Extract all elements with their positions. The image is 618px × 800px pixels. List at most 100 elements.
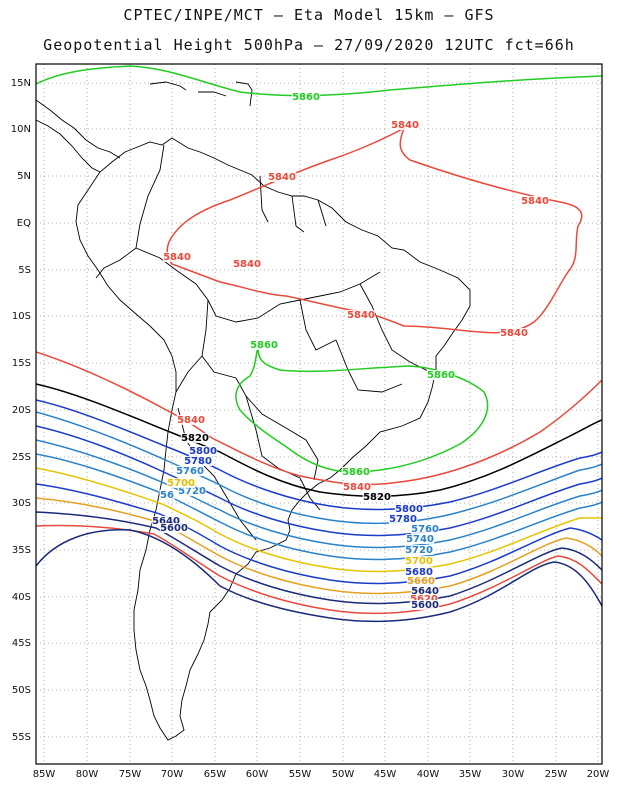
lon-label: 55W: [289, 769, 312, 780]
lon-label: 50W: [332, 769, 355, 780]
contour-5860-center: [235, 345, 489, 473]
contour-label-bg: [180, 433, 210, 443]
contour-label-bg: [151, 516, 181, 526]
contour-labels: 5860 5840 5840 5840 5840 5840 5840 5840 5860 5860…: [151, 92, 550, 611]
contour-label: 5840: [163, 252, 191, 263]
lat-label: 25S: [12, 452, 31, 463]
south-america-coastline: [75, 137, 471, 741]
lat-label: 50S: [12, 685, 31, 696]
contour-label-bg: [404, 567, 434, 577]
lon-label: 80W: [76, 769, 99, 780]
lat-label: EQ: [17, 218, 31, 229]
contour-label-bg: [159, 523, 189, 533]
contour-label-bg: [291, 92, 321, 102]
lon-label: 65W: [204, 769, 227, 780]
contour-label: 5840: [391, 120, 419, 131]
contour-label-bg: [177, 486, 207, 496]
contour-label: 5800: [395, 504, 423, 515]
contour-label: 5720: [178, 486, 206, 497]
lat-label: 5N: [17, 171, 31, 182]
lon-label: 35W: [459, 769, 482, 780]
lon-label: 30W: [502, 769, 525, 780]
contour-label-bg: [183, 456, 213, 466]
contour-label-bg: [426, 370, 456, 380]
contour-label: 5840: [500, 328, 528, 339]
contour-label-bg: [410, 524, 440, 534]
contour-label: 5840: [268, 172, 296, 183]
lon-label: 75W: [119, 769, 142, 780]
contour-label-bg: [267, 172, 297, 182]
contour-label: 5840: [343, 482, 371, 493]
contour-label-bg: [346, 310, 376, 320]
contour-label: 5860: [250, 340, 278, 351]
contour-label-bg: [405, 534, 435, 544]
contour-label-bg: [390, 120, 420, 130]
contour-5840-south: [36, 351, 602, 486]
contour-label: 5640: [152, 516, 180, 527]
contour-label-bg: [409, 594, 439, 604]
contour-label: 5620: [410, 594, 438, 605]
contour-5820: [36, 383, 602, 497]
contour-label: 5700: [405, 556, 433, 567]
lat-label: 15N: [11, 78, 31, 89]
contour-label-bg: [162, 252, 192, 262]
contour-5840-north: [166, 126, 583, 334]
lat-label: 5S: [18, 265, 31, 276]
contour-label: 5720: [405, 545, 433, 556]
map-frame: [35, 63, 603, 765]
contour-label-bg: [388, 514, 418, 524]
contour-label-bg: [175, 466, 205, 476]
contour-label: 5700: [167, 478, 195, 489]
lon-label: 25W: [545, 769, 568, 780]
lat-label: 10N: [11, 124, 31, 135]
central-america-coastline: [36, 99, 121, 159]
lat-label: 45S: [12, 638, 31, 649]
lon-label: 20W: [587, 769, 610, 780]
contour-label: 5600: [411, 600, 439, 611]
contour-label-bg: [410, 600, 440, 610]
lat-label: 20S: [12, 405, 31, 416]
height-contours: [36, 65, 602, 623]
country-borders: [135, 144, 381, 323]
contour-label: 5840: [347, 310, 375, 321]
contour-label: 5760: [176, 466, 204, 477]
lon-label: 60W: [246, 769, 269, 780]
lon-label: 40W: [417, 769, 440, 780]
contour-label: 5840: [521, 196, 549, 207]
lon-label: 85W: [33, 769, 56, 780]
contour-label: 5640: [411, 586, 439, 597]
contour-label-bg: [188, 446, 218, 456]
contour-label: 5800: [189, 446, 217, 457]
contour-label: 5680: [405, 567, 433, 578]
contour-label-bg: [404, 545, 434, 555]
lat-lon-grid: [36, 64, 602, 764]
map-title-line-2: Geopotential Height 500hPa – 27/09/2020 …: [43, 36, 575, 54]
map-title-line-1: CPTEC/INPE/MCT – Eta Model 15km – GFS: [123, 6, 495, 24]
contour-label-bg: [159, 490, 175, 500]
lat-label: 55S: [12, 732, 31, 743]
lon-label: 70W: [161, 769, 184, 780]
contour-5860-north: [36, 65, 602, 97]
contour-label-bg: [404, 556, 434, 566]
contour-label: 5860: [292, 92, 320, 103]
contour-label: 5600: [160, 523, 188, 534]
contour-label-bg: [410, 586, 440, 596]
contour-label-bg: [342, 482, 372, 492]
contour-label: 5660: [407, 576, 435, 587]
contour-label: 5840: [177, 415, 205, 426]
contour-label: 5860: [342, 467, 370, 478]
contour-label: 5840: [233, 259, 261, 270]
contour-label-bg: [520, 196, 550, 206]
contour-label-bg: [341, 467, 371, 477]
lat-label: 35S: [12, 545, 31, 556]
lat-label: 15S: [12, 358, 31, 369]
lat-label: 10S: [12, 311, 31, 322]
contour-label-bg: [249, 340, 279, 350]
contour-label-bg: [406, 576, 436, 586]
contour-label-bg: [176, 415, 206, 425]
contour-label: 5780: [389, 514, 417, 525]
coastlines-and-borders: [36, 81, 471, 741]
lon-label: 45W: [374, 769, 397, 780]
contour-label-bg: [232, 259, 262, 269]
